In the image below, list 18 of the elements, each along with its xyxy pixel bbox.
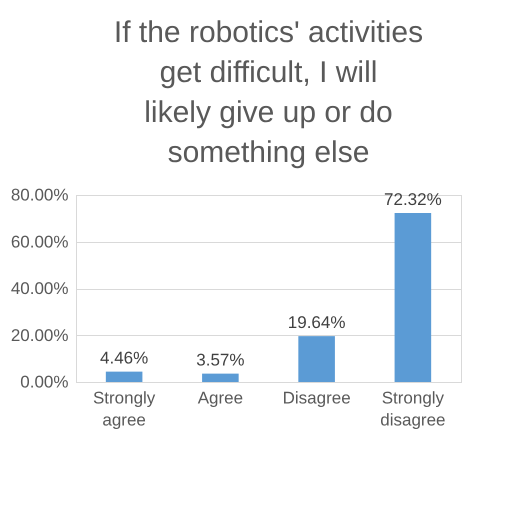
bar bbox=[106, 372, 142, 382]
bar bbox=[394, 212, 432, 382]
x-tick-label: Disagree bbox=[282, 388, 351, 408]
y-tick-label: 20.00% bbox=[10, 326, 68, 345]
data-label: 4.46% bbox=[100, 348, 148, 368]
bar bbox=[202, 374, 239, 382]
x-tick-label: Agree bbox=[198, 388, 244, 408]
data-label: 72.32% bbox=[384, 190, 442, 209]
x-tick-label: Strongly disagree bbox=[380, 388, 446, 430]
x-tick-label: Strongly agree bbox=[92, 388, 156, 430]
data-label: 3.57% bbox=[196, 350, 244, 370]
y-tick-label: 0.00% bbox=[20, 372, 68, 392]
y-tick-label: 80.00% bbox=[10, 186, 68, 204]
chart-title: If the robotics' activities get difficult, I will likely give up or do something else bbox=[114, 16, 424, 169]
data-label: 19.64% bbox=[288, 313, 346, 332]
y-tick-label: 60.00% bbox=[10, 232, 68, 252]
bar bbox=[298, 336, 335, 382]
y-tick-label: 40.00% bbox=[10, 279, 68, 298]
